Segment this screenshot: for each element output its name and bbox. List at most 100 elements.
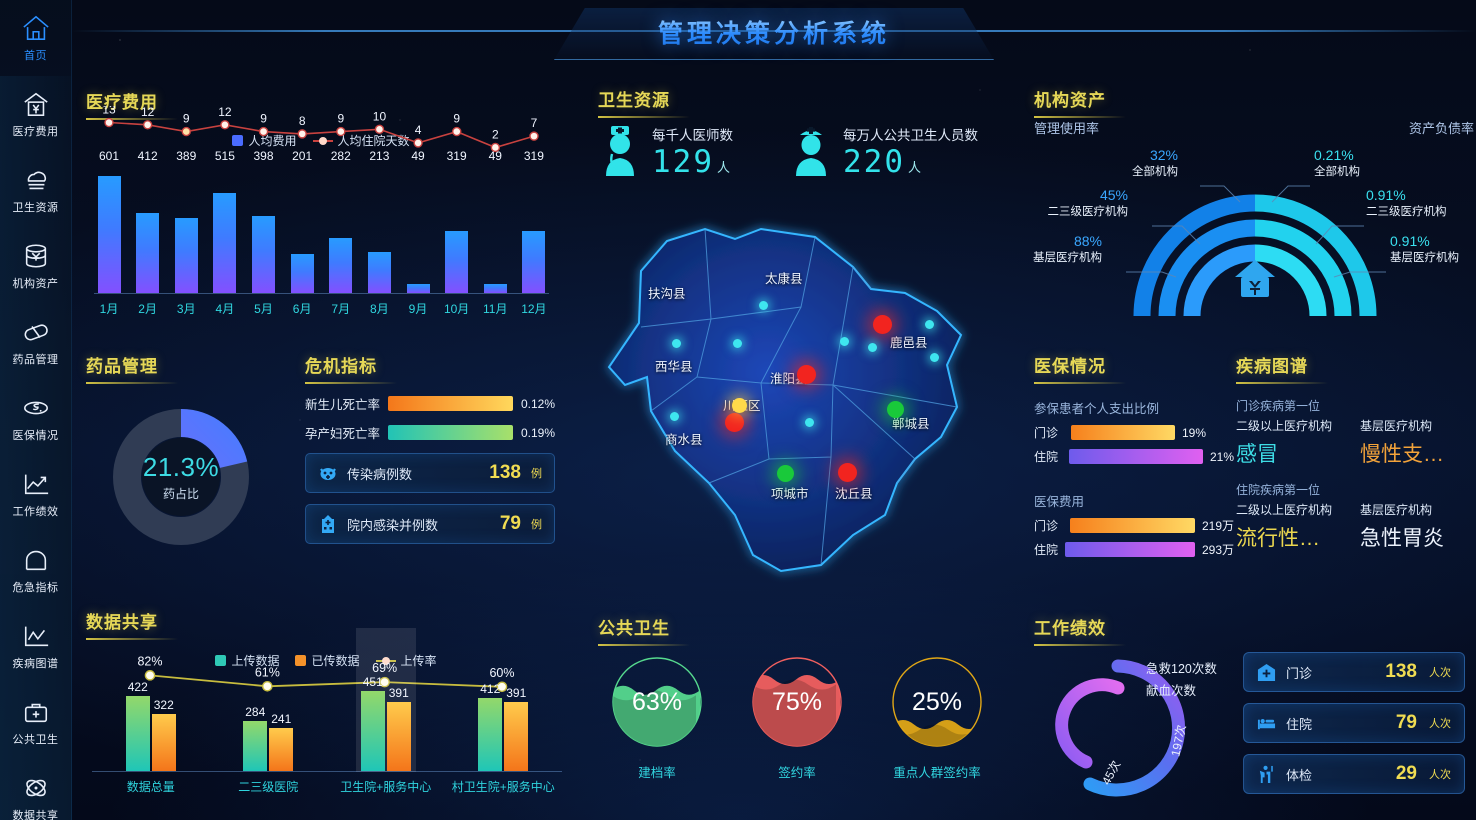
sidebar-item-medical-cost[interactable]: 医疗费用 [0, 76, 71, 152]
region-map[interactable]: 扶沟县太康县西华县淮阳县鹿邑县川汇区商水县郸城县项城市沈丘县 [585, 215, 1005, 605]
section-title: 疾病图谱 [1236, 357, 1308, 376]
map-marker-cyan[interactable] [672, 339, 681, 348]
map-marker-yellow[interactable] [732, 398, 747, 413]
bar-column[interactable]: 282 [326, 149, 356, 293]
sidebar-item-label: 药品管理 [12, 353, 59, 366]
hospital-icon [318, 514, 338, 534]
public-health-gauge[interactable]: 25% 重点人群签约率 [882, 656, 992, 781]
map-region-label[interactable]: 项城市 [771, 487, 809, 501]
legend-item-rate[interactable]: 上传率 [375, 652, 437, 669]
map-marker-red[interactable] [873, 315, 892, 334]
map-marker-green[interactable] [777, 465, 794, 482]
crisis-value: 0.12% [520, 396, 555, 411]
bar-column[interactable]: 49 [480, 149, 510, 293]
crisis-label: 孕产妇死亡率 [305, 427, 381, 441]
bar-column[interactable]: 49 [403, 149, 433, 293]
sidebar-item-assets[interactable]: 机构资产 [0, 228, 71, 304]
map-region-label[interactable]: 西华县 [655, 360, 693, 374]
line-point[interactable] [142, 120, 153, 130]
map-region-label[interactable]: 扶沟县 [648, 287, 686, 301]
bar [329, 238, 353, 293]
map-region-label[interactable]: 鹿邑县 [890, 336, 928, 350]
bar [174, 217, 198, 293]
sidebar-item-health-resource[interactable]: 卫生资源 [0, 152, 71, 228]
health-resource-panel: 卫生资源 每千人医师数 129 人 每万人公共卫生人员数 220 人 [598, 86, 998, 196]
sidebar-item-label: 公共卫生 [12, 733, 59, 746]
health-resource-text: 每万人公共卫生人员数 220 人 [843, 124, 978, 180]
map-marker-cyan[interactable] [805, 418, 814, 427]
share-group[interactable]: 284 241 [222, 680, 314, 771]
visit-card-inpatient[interactable]: 住院 79 人次 [1243, 703, 1465, 743]
sidebar-item-performance[interactable]: 工作绩效 [0, 456, 71, 532]
health-resource-items: 每千人医师数 129 人 每万人公共卫生人员数 220 人 [598, 124, 978, 180]
bar-column[interactable]: 515 [210, 149, 240, 293]
map-marker-red[interactable] [797, 365, 816, 384]
rate-point[interactable] [144, 670, 156, 681]
map-marker-cyan[interactable] [868, 343, 877, 352]
bar-column[interactable]: 213 [364, 149, 394, 293]
map-marker-cyan[interactable] [759, 301, 768, 310]
arc-left-outer [1133, 194, 1256, 317]
map-region-label[interactable]: 商水县 [665, 433, 703, 447]
sidebar-item-crisis[interactable]: 危急指标 [0, 532, 71, 608]
legend-item-uploaded[interactable]: 已传数据 [295, 652, 360, 669]
x-tick: 3月 [176, 302, 196, 316]
sidebar-item-data-share[interactable]: 数据共享 [0, 760, 71, 820]
sidebar-item-drug[interactable]: 药品管理 [0, 304, 71, 380]
map-marker-cyan[interactable] [925, 320, 934, 329]
map-region-label[interactable]: 太康县 [765, 272, 803, 286]
cost-house-icon [21, 90, 51, 118]
disease-columns: 二级以上医疗机构 感冒 基层医疗机构 慢性支… [1236, 417, 1476, 468]
atom-share-icon [21, 774, 51, 802]
share-group[interactable]: 422 322 [105, 680, 197, 771]
map-region-label[interactable]: 沈丘县 [835, 487, 873, 501]
legend-item-bar[interactable]: 人均费用 [232, 132, 297, 149]
bar-column[interactable]: 412 [133, 149, 163, 293]
sidebar-item-disease[interactable]: 疾病图谱 [0, 608, 71, 684]
bar-column[interactable]: 201 [287, 149, 317, 293]
share-bar-value: 391 [506, 685, 527, 700]
sidebar-item-insurance[interactable]: 医保情况 [0, 380, 71, 456]
bar-column[interactable]: 601 [94, 149, 124, 293]
line-point[interactable] [220, 120, 230, 130]
chip-label: 传染病例数 [347, 466, 413, 482]
bar-column[interactable]: 398 [249, 149, 279, 293]
bar-column[interactable]: 319 [519, 149, 549, 293]
insurance-panel: 医保情况 参保患者个人支出比例 门诊 19% 住院 21% 医保费用 门诊 219万 住院… [1034, 352, 1234, 602]
public-health-gauge[interactable]: 63% 建档率 [602, 656, 712, 781]
checkup-icon [1257, 765, 1276, 784]
bar-column[interactable]: 319 [442, 149, 472, 293]
share-bar: 451 [360, 675, 385, 771]
map-region-label[interactable]: 郸城县 [892, 417, 930, 431]
map-marker-red[interactable] [838, 463, 857, 482]
sidebar-item-label: 机构资产 [12, 277, 59, 290]
visit-card-checkup[interactable]: 体检 29 人次 [1243, 754, 1465, 794]
crisis-chip[interactable]: 传染病例数 138 例 [305, 453, 555, 493]
drug-ratio-label: 药占比 [162, 487, 199, 501]
legend-item-line[interactable]: 人均住院天数 [312, 132, 410, 149]
disease-column: 基层医疗机构 急性胃炎 [1360, 501, 1470, 552]
map-marker-red[interactable] [725, 413, 744, 432]
sidebar-item-public-health[interactable]: 公共卫生 [0, 684, 71, 760]
map-marker-cyan[interactable] [930, 353, 939, 362]
crisis-chip[interactable]: 院内感染并例数 79 例 [305, 504, 555, 544]
share-group[interactable]: 451 391 [340, 628, 432, 772]
map-marker-cyan[interactable] [733, 339, 742, 348]
map-marker-cyan[interactable] [840, 337, 849, 346]
public-health-gauge[interactable]: 75% 签约率 [742, 656, 852, 781]
x-tick: 1月 [99, 302, 119, 316]
disease-col-header: 基层医疗机构 [1360, 503, 1433, 517]
donut-value-arc [113, 409, 249, 545]
gauge-fill [613, 685, 700, 746]
map-marker-green[interactable] [887, 401, 904, 418]
map-marker-cyan[interactable] [670, 412, 679, 421]
bar-column[interactable]: 389 [171, 149, 201, 293]
legend-item-upload[interactable]: 上传数据 [215, 652, 279, 669]
arc-left-middle [1158, 219, 1256, 317]
cost-x-axis: 1月 2月 3月 4月 5月 6月 7月 8月 9月 10月 11月 12月 [94, 300, 549, 317]
gauge-fill-shadow [753, 679, 836, 746]
visit-unit: 人次 [1429, 667, 1451, 679]
visit-card-outpatient[interactable]: 门诊 138 人次 [1243, 652, 1465, 692]
sidebar-item-home[interactable]: 首页 [0, 0, 71, 76]
share-group[interactable]: 412 391 [457, 680, 549, 771]
